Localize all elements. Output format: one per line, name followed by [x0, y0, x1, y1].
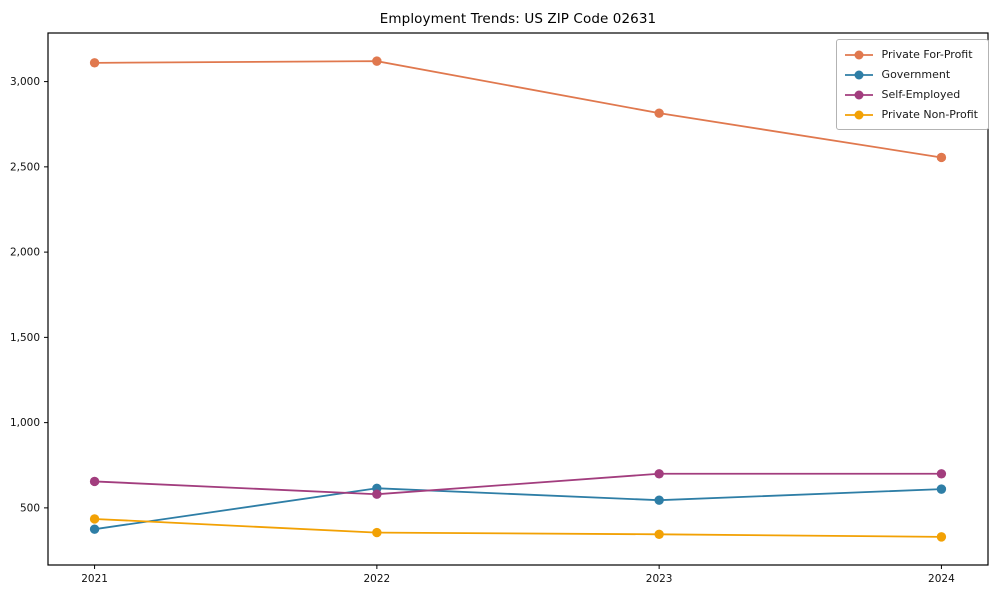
data-point-marker: [89, 514, 100, 524]
x-tick-label: 2024: [928, 573, 955, 585]
series-private-non-profit: [89, 514, 947, 542]
plot-frame: [47, 32, 989, 566]
legend-line-marker-icon: [844, 50, 873, 59]
y-tick-label: 3,000: [10, 76, 40, 88]
data-point-marker: [936, 532, 947, 542]
legend-item-label: Government: [881, 68, 951, 81]
series-government: [89, 483, 947, 534]
x-tick-label: 2022: [363, 573, 390, 585]
legend-item-label: Self-Employed: [881, 88, 961, 101]
legend: Private For-Profit Government Self-Employe…: [835, 39, 989, 130]
y-tick-label: 2,500: [10, 161, 40, 173]
legend-marker-dot: [854, 90, 864, 99]
series-line: [93, 472, 943, 496]
data-point-marker: [89, 524, 100, 534]
data-point-marker: [936, 152, 947, 163]
data-point-marker: [89, 58, 100, 68]
series-line: [93, 518, 943, 538]
legend-marker-dot: [854, 70, 864, 79]
data-point-marker: [372, 56, 382, 66]
y-tick-label: 500: [20, 502, 40, 514]
data-point-marker: [654, 495, 664, 505]
legend-item-label: Private For-Profit: [881, 48, 973, 61]
legend-marker-dot: [854, 50, 864, 59]
data-point-marker: [654, 529, 664, 540]
legend-line-marker-icon: [844, 90, 873, 99]
series-private-for-profit: [89, 56, 947, 163]
legend-line-marker-icon: [844, 70, 873, 79]
legend-item: Private Non-Profit: [844, 107, 978, 122]
data-point-marker: [936, 484, 947, 494]
legend-item-label: Private Non-Profit: [881, 108, 978, 121]
chart-title: Employment Trends: US ZIP Code 02631: [379, 11, 657, 27]
y-tick-label: 1,500: [10, 332, 40, 344]
legend-item: Government: [844, 67, 978, 82]
data-point-marker: [372, 527, 382, 538]
legend-item: Self-Employed: [844, 87, 978, 102]
data-point-marker: [654, 108, 664, 118]
legend-line-marker-icon: [844, 110, 873, 119]
series-self-employed: [89, 469, 947, 499]
y-tick-label: 2,000: [10, 247, 40, 259]
legend-item: Private For-Profit: [844, 47, 978, 62]
data-point-marker: [936, 469, 947, 479]
y-tick-label: 1,000: [10, 417, 40, 429]
x-tick-label: 2023: [646, 573, 673, 585]
legend-marker-dot: [854, 110, 864, 119]
data-point-marker: [654, 469, 664, 479]
data-point-marker: [89, 476, 100, 487]
data-point-marker: [372, 489, 382, 499]
series-line: [93, 60, 943, 159]
series-line: [93, 487, 943, 531]
x-tick-label: 2021: [81, 573, 108, 585]
